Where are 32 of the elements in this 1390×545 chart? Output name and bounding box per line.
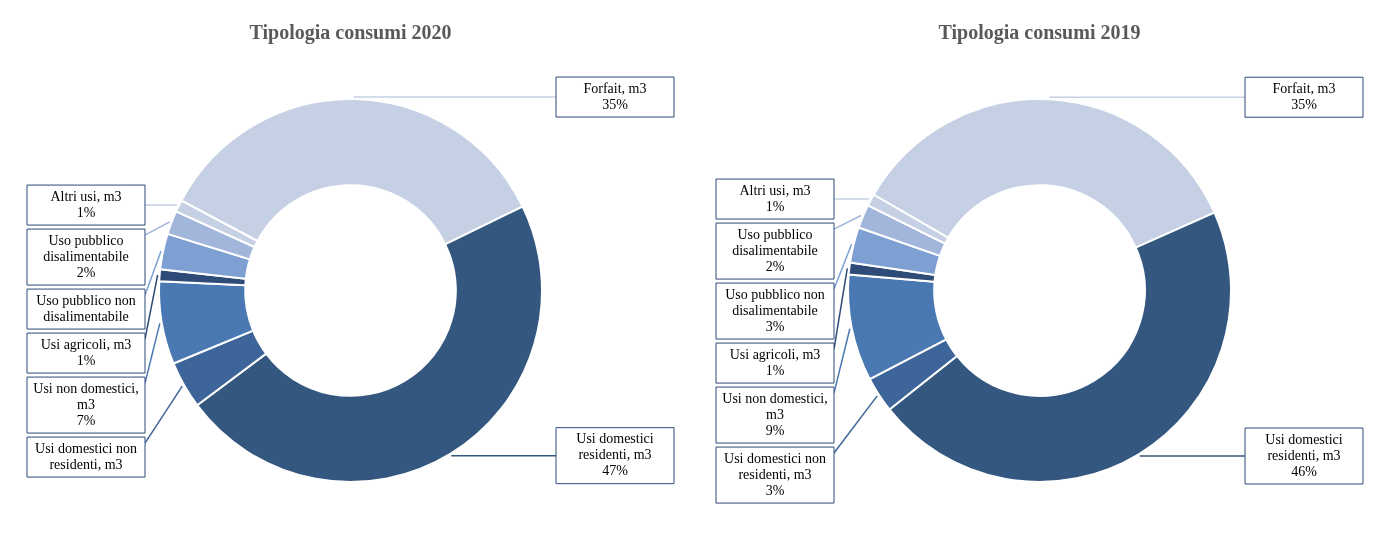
slice-label: Usi domestici residenti, m3 bbox=[576, 431, 654, 463]
chart-title: Tipologia consumi 2019 bbox=[938, 21, 1141, 45]
slice-label: Usi non domestici, m3 bbox=[33, 380, 139, 412]
data-label: 1% bbox=[765, 362, 785, 378]
slice-label: Usi non domestici, m3 bbox=[722, 390, 828, 422]
legend-label: Altri usi, m3 bbox=[739, 182, 811, 198]
slice-label: Forfait, m3 bbox=[1272, 80, 1336, 96]
data-label: 7% bbox=[76, 412, 96, 428]
data-label: 46% bbox=[1291, 463, 1318, 479]
data-label: 2% bbox=[76, 264, 96, 280]
slice-label: Usi domestici non residenti, m3 bbox=[724, 450, 826, 482]
data-label: 35% bbox=[1291, 96, 1318, 112]
data-label: 35% bbox=[602, 96, 629, 112]
data-label: 2% bbox=[765, 258, 785, 274]
data-label: 3% bbox=[765, 482, 785, 498]
chart-title: Tipologia consumi 2020 bbox=[249, 21, 452, 45]
slice-label: Usi agricoli, m3 bbox=[729, 346, 821, 362]
slice-label: Usi domestici residenti, m3 bbox=[1265, 431, 1343, 463]
data-label: 1% bbox=[76, 352, 96, 368]
data-label: 3% bbox=[765, 318, 785, 334]
slice-label: Usi agricoli, m3 bbox=[40, 336, 132, 352]
data-label: 9% bbox=[765, 422, 785, 438]
slice-label: Uso pubblico non disalimentabile bbox=[36, 292, 136, 324]
data-label: 1% bbox=[765, 198, 785, 214]
slice-label: Forfait, m3 bbox=[583, 80, 647, 96]
data-label: 1% bbox=[76, 204, 96, 220]
slice-label: Uso pubblico disalimentabile bbox=[43, 232, 129, 264]
legend-label: Altri usi, m3 bbox=[50, 188, 122, 204]
slice-label: Uso pubblico disalimentabile bbox=[732, 226, 818, 258]
slice-label: Uso pubblico non disalimentabile bbox=[725, 286, 825, 318]
data-label: 47% bbox=[602, 463, 629, 479]
slice-label: Usi domestici non residenti, m3 bbox=[35, 440, 137, 472]
